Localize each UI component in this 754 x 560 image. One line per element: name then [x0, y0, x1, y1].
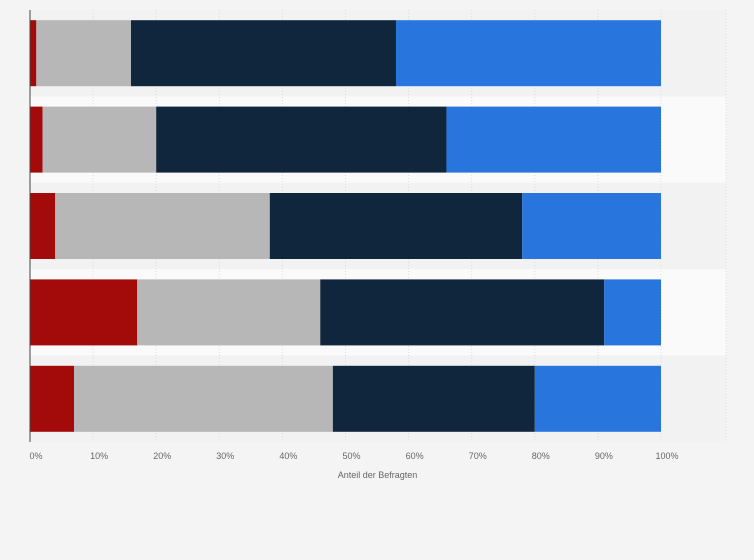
- bar-segment-3[interactable]: [156, 106, 447, 173]
- bar-segment-3[interactable]: [332, 365, 535, 432]
- x-tick-label: 80%: [532, 451, 550, 461]
- bar-segment-4[interactable]: [604, 279, 661, 346]
- bar-segment-3[interactable]: [320, 279, 605, 346]
- x-axis-title: Anteil der Befragten: [338, 470, 418, 480]
- bar-segment-2[interactable]: [36, 20, 131, 87]
- x-tick-label: 0%: [29, 451, 42, 461]
- x-tick-label: 100%: [655, 451, 678, 461]
- bar-segment-4[interactable]: [534, 365, 661, 432]
- x-tick-label: 60%: [406, 451, 424, 461]
- x-tick-label: 40%: [279, 451, 297, 461]
- bar-segment-2[interactable]: [74, 365, 333, 432]
- x-tick-label: 90%: [595, 451, 613, 461]
- bar-segment-4[interactable]: [446, 106, 661, 173]
- bar-segment-1[interactable]: [30, 106, 43, 173]
- bar-segment-1[interactable]: [30, 20, 37, 87]
- bar-segment-3[interactable]: [130, 20, 396, 87]
- x-tick-label: 20%: [153, 451, 171, 461]
- bar-segment-2[interactable]: [137, 279, 321, 346]
- bar-segment-2[interactable]: [42, 106, 157, 173]
- x-tick-label: 70%: [469, 451, 487, 461]
- bar-segment-4[interactable]: [522, 193, 661, 259]
- x-tick-label: 30%: [216, 451, 234, 461]
- bars: [30, 20, 661, 432]
- x-tick-label: 10%: [90, 451, 108, 461]
- bar-segment-1[interactable]: [30, 365, 75, 432]
- bar-segment-1[interactable]: [30, 193, 56, 259]
- bar-segment-4[interactable]: [395, 20, 661, 87]
- x-tick-label: 50%: [342, 451, 360, 461]
- bar-segment-2[interactable]: [55, 193, 270, 259]
- x-tick-labels: 0% 10% 20% 30% 40% 50% 60% 70% 80% 90% 100%: [29, 451, 678, 461]
- bar-segment-3[interactable]: [269, 193, 523, 259]
- bar-segment-1[interactable]: [30, 279, 138, 346]
